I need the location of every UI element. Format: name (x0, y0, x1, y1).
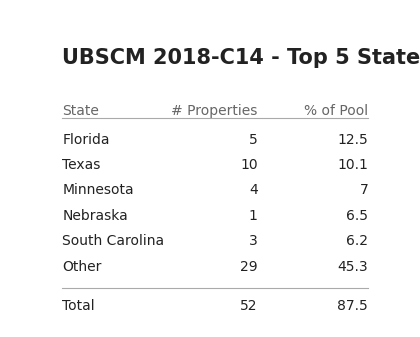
Text: Minnesota: Minnesota (62, 183, 134, 197)
Text: 87.5: 87.5 (338, 299, 368, 313)
Text: 10.1: 10.1 (337, 158, 368, 172)
Text: 3: 3 (249, 234, 257, 248)
Text: % of Pool: % of Pool (304, 104, 368, 118)
Text: South Carolina: South Carolina (62, 234, 164, 248)
Text: 5: 5 (249, 132, 257, 147)
Text: Total: Total (62, 299, 95, 313)
Text: UBSCM 2018-C14 - Top 5 States: UBSCM 2018-C14 - Top 5 States (62, 48, 420, 68)
Text: 4: 4 (249, 183, 257, 197)
Text: 45.3: 45.3 (338, 260, 368, 274)
Text: Texas: Texas (62, 158, 101, 172)
Text: 6.5: 6.5 (346, 209, 368, 223)
Text: Other: Other (62, 260, 102, 274)
Text: 12.5: 12.5 (338, 132, 368, 147)
Text: # Properties: # Properties (171, 104, 257, 118)
Text: 10: 10 (240, 158, 257, 172)
Text: 6.2: 6.2 (346, 234, 368, 248)
Text: 7: 7 (360, 183, 368, 197)
Text: 29: 29 (240, 260, 257, 274)
Text: State: State (62, 104, 99, 118)
Text: Nebraska: Nebraska (62, 209, 128, 223)
Text: 52: 52 (240, 299, 257, 313)
Text: Florida: Florida (62, 132, 110, 147)
Text: 1: 1 (249, 209, 257, 223)
